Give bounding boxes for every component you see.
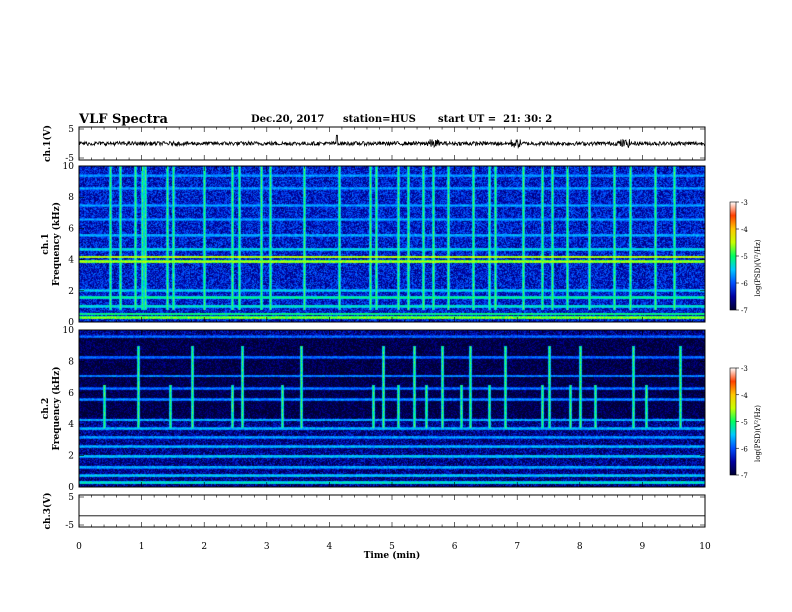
ch1-spectrogram-ytick-label: 2 [68,287,74,297]
x-tick-label: 4 [327,542,333,552]
colorbar-tick-label: -4 [741,392,748,400]
colorbar-tick-label: -3 [741,365,748,373]
x-tick-label: 0 [76,542,82,552]
colorbar-tick-label: -5 [741,253,748,261]
ch2-spectrogram-ytick-label: 8 [68,357,74,367]
ch1-spectrogram-ytick-label: 4 [68,256,74,266]
spectrogram-image-ch1 [79,166,705,322]
x-tick-label: 8 [577,542,583,552]
x-tick-label: 7 [514,542,520,552]
colorbar-tick-label: -7 [741,307,748,315]
x-tick-label: 3 [264,542,270,552]
x-tick-label: 6 [452,542,458,552]
colorbar-ch1 [729,201,737,311]
x-tick-label: 1 [139,542,145,552]
ch3-waveform-ytick-label: -5 [65,521,74,531]
ch1-spectrogram-ylabel-freq: Frequency (kHz) [51,202,62,286]
ch1-waveform-ytick-label: 5 [68,125,74,135]
ch1-spectrogram-ytick-label: 0 [68,318,74,328]
ch3-waveform-ytick-label: 5 [68,493,74,503]
ch1-waveform-ylabel: ch.1(V) [42,125,53,162]
start-ut-label: start UT = 21: 30: 2 [438,114,553,125]
ch3-waveform-ylabel: ch.3(V) [42,493,53,530]
ch2-spectrogram-ytick-label: 0 [68,483,74,493]
ch2-spectrogram-ytick-label: 4 [68,420,74,430]
ch2-spectrogram-ylabel-channel: ch.2 [41,398,51,419]
ch1-waveform-line [78,134,706,150]
ch1-spectrogram-ytick-label: 6 [68,224,74,234]
colorbar-label: log(PSD)(V²/Hz) [754,239,762,296]
x-tick-label: 2 [201,542,207,552]
date-label: Dec.20, 2017 [251,114,325,125]
x-axis-label: Time (min) [364,550,421,561]
colorbar-tick-label: -5 [741,419,748,427]
ch1-waveform-ytick-label: -5 [65,154,74,164]
figure-title: VLF Spectra [79,112,168,127]
x-tick-label: 5 [389,542,395,552]
x-tick-label: 9 [640,542,646,552]
colorbar-tick-label: -7 [741,472,748,480]
ch1-spectrogram-ylabel-channel: ch.1 [41,233,51,254]
ch2-spectrogram-ylabel-freq: Frequency (kHz) [51,366,62,450]
colorbar-tick-label: -6 [741,280,748,288]
ch2-spectrogram-ytick-label: 10 [63,326,75,336]
spectrogram-image-ch2 [79,330,705,487]
ch1-spectrogram-ytick-label: 10 [63,162,75,172]
ch2-spectrogram-ytick-label: 6 [68,389,74,399]
colorbar-tick-label: -6 [741,445,748,453]
x-tick-label: 10 [699,542,711,552]
colorbar-ch2 [729,367,737,476]
ch1-spectrogram-ytick-label: 8 [68,193,74,203]
colorbar-label: log(PSD)(V²/Hz) [754,405,762,462]
colorbar-tick-label: -3 [741,199,748,207]
colorbar-tick-label: -4 [741,226,748,234]
station-label: station=HUS [343,114,416,125]
ch2-spectrogram-ytick-label: 2 [68,452,74,462]
